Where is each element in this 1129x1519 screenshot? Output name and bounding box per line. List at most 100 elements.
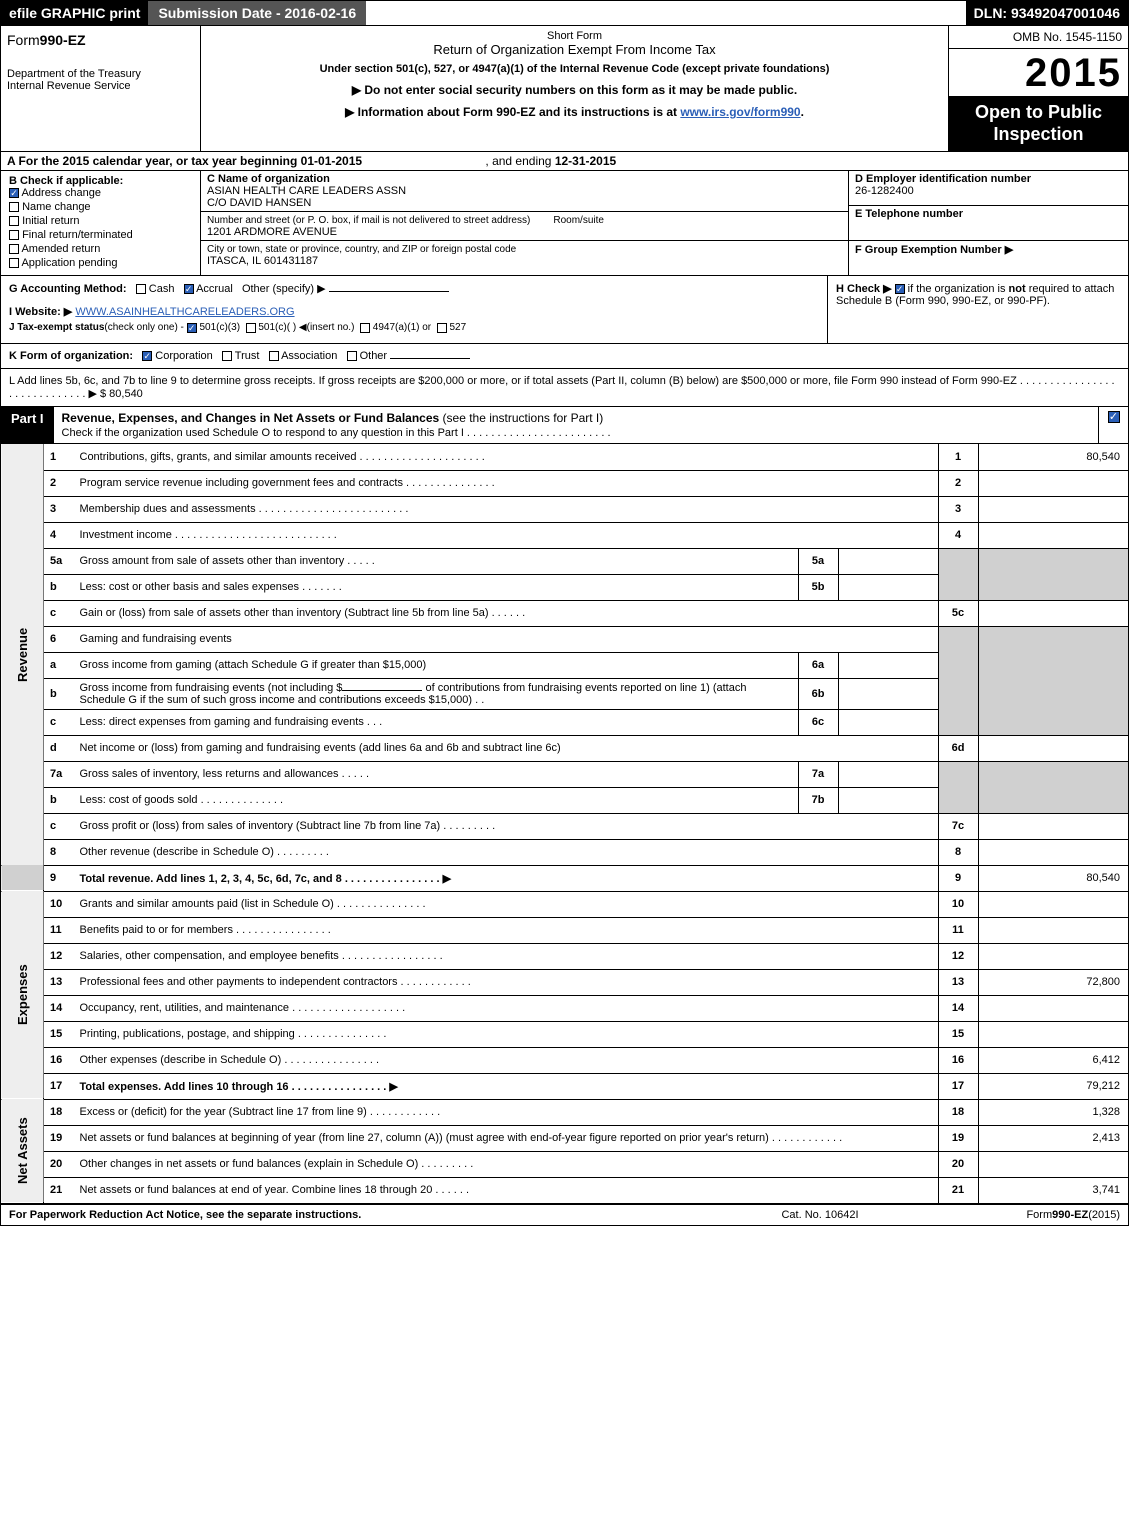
line-5a-subnum: 5a <box>798 548 838 574</box>
line-7-grey <box>938 761 978 813</box>
line-6a-subnum: 6a <box>798 652 838 678</box>
part-i-checkbox[interactable]: ✓ <box>1098 407 1128 443</box>
line-5b-desc: Less: cost or other basis and sales expe… <box>74 574 799 600</box>
line-8-desc: Other revenue (describe in Schedule O) .… <box>74 839 939 865</box>
line-6d-rnum: 6d <box>938 735 978 761</box>
line-3-val <box>978 496 1128 522</box>
line-13-val: 72,800 <box>978 969 1128 995</box>
line-5ab-grey-val <box>978 548 1128 600</box>
line-6d-val <box>978 735 1128 761</box>
line-15-rnum: 15 <box>938 1021 978 1047</box>
line-2-rnum: 2 <box>938 470 978 496</box>
g-accounting: G Accounting Method: Cash ✓ Accrual Othe… <box>1 276 828 343</box>
line-5a-desc: Gross amount from sale of assets other t… <box>74 548 799 574</box>
form-title: Return of Organization Exempt From Incom… <box>209 42 940 57</box>
topbar: efile GRAPHIC print Submission Date - 20… <box>1 1 1128 25</box>
header-mid: Short Form Return of Organization Exempt… <box>201 26 948 151</box>
line-5b-subnum: 5b <box>798 574 838 600</box>
info-link-line: ▶ Information about Form 990-EZ and its … <box>209 105 940 119</box>
section-a: A For the 2015 calendar year, or tax yea… <box>1 152 1128 171</box>
line-7b-subnum: 7b <box>798 787 838 813</box>
l-gross-receipts: L Add lines 5b, 6c, and 7b to line 9 to … <box>1 369 1128 407</box>
line-4-val <box>978 522 1128 548</box>
line-20-rnum: 20 <box>938 1151 978 1177</box>
line-7c-val <box>978 813 1128 839</box>
line-18-desc: Excess or (deficit) for the year (Subtra… <box>74 1099 939 1125</box>
chk-application-pending[interactable]: Application pending <box>9 257 192 269</box>
line-17-rnum: 17 <box>938 1073 978 1099</box>
org-co: C/O DAVID HANSEN <box>207 197 311 209</box>
form-number: Form990-EZ <box>7 32 194 48</box>
line-2-val <box>978 470 1128 496</box>
sidebar-netassets: Net Assets <box>1 1099 44 1203</box>
org-address-row: Number and street (or P. O. box, if mail… <box>201 212 848 241</box>
line-7-grey-val <box>978 761 1128 813</box>
line-6d-desc: Net income or (loss) from gaming and fun… <box>74 735 939 761</box>
org-address: 1201 ARDMORE AVENUE <box>207 226 337 238</box>
line-5c-rnum: 5c <box>938 600 978 626</box>
header-left: Form990-EZ Department of the Treasury In… <box>1 26 201 151</box>
line-9-desc: Total revenue. Add lines 1, 2, 3, 4, 5c,… <box>74 865 939 891</box>
line-11-desc: Benefits paid to or for members . . . . … <box>74 917 939 943</box>
footer-left: For Paperwork Reduction Act Notice, see … <box>9 1209 720 1221</box>
line-18-val: 1,328 <box>978 1099 1128 1125</box>
gross-receipts-value: 80,540 <box>109 388 143 400</box>
line-6b-subval <box>838 678 938 709</box>
line-7c-desc: Gross profit or (loss) from sales of inv… <box>74 813 939 839</box>
line-21-val: 3,741 <box>978 1177 1128 1203</box>
chk-name-change[interactable]: Name change <box>9 201 192 213</box>
line-6a-subval <box>838 652 938 678</box>
line-7a-subval <box>838 761 938 787</box>
chk-final-return[interactable]: Final return/terminated <box>9 229 192 241</box>
line-12-desc: Salaries, other compensation, and employ… <box>74 943 939 969</box>
line-12-rnum: 12 <box>938 943 978 969</box>
line-17-val: 79,212 <box>978 1073 1128 1099</box>
group-exemption-cell: F Group Exemption Number ▶ <box>849 241 1128 275</box>
chk-amended-return[interactable]: Amended return <box>9 243 192 255</box>
org-city: ITASCA, IL 601431187 <box>207 255 318 267</box>
line-5c-desc: Gain or (loss) from sale of assets other… <box>74 600 939 626</box>
line-9-val: 80,540 <box>978 865 1128 891</box>
form-page: efile GRAPHIC print Submission Date - 20… <box>0 0 1129 1226</box>
line-16-desc: Other expenses (describe in Schedule O) … <box>74 1047 939 1073</box>
line-10-val <box>978 891 1128 917</box>
dln: DLN: 93492047001046 <box>966 1 1128 25</box>
line-6c-desc: Less: direct expenses from gaming and fu… <box>74 709 799 735</box>
website-link[interactable]: WWW.ASAINHEALTHCARELEADERS.ORG <box>75 306 294 318</box>
warning-ssn: ▶ Do not enter social security numbers o… <box>209 83 940 97</box>
line-num-1: 1 <box>44 444 74 470</box>
header-right: OMB No. 1545-1150 2015 Open to Public In… <box>948 26 1128 151</box>
part-i-title: Revenue, Expenses, and Changes in Net As… <box>54 407 1098 443</box>
line-6c-subnum: 6c <box>798 709 838 735</box>
line-14-val <box>978 995 1128 1021</box>
check-b-block: B Check if applicable: ✓ Address change … <box>1 171 201 275</box>
page-footer: For Paperwork Reduction Act Notice, see … <box>1 1204 1128 1225</box>
h-check: H Check ▶ ✓ if the organization is not r… <box>828 276 1128 343</box>
lines-table: Revenue 1 Contributions, gifts, grants, … <box>1 444 1128 1204</box>
line-11-rnum: 11 <box>938 917 978 943</box>
line-7a-desc: Gross sales of inventory, less returns a… <box>74 761 799 787</box>
org-name: ASIAN HEALTH CARE LEADERS ASSN <box>207 185 406 197</box>
irs-link[interactable]: www.irs.gov/form990 <box>680 105 800 119</box>
line-5b-subval <box>838 574 938 600</box>
k-form-org: K Form of organization: ✓ Corporation Tr… <box>1 344 1128 369</box>
sidebar-revenue: Revenue <box>1 444 44 865</box>
footer-cat: Cat. No. 10642I <box>720 1209 920 1221</box>
header-grid: Form990-EZ Department of the Treasury In… <box>1 25 1128 152</box>
sidebar-expenses: Expenses <box>1 891 44 1099</box>
line-1-val: 80,540 <box>978 444 1128 470</box>
line-13-desc: Professional fees and other payments to … <box>74 969 939 995</box>
part-i-tag: Part I <box>1 407 54 443</box>
org-city-row: City or town, state or province, country… <box>201 241 848 269</box>
org-right: D Employer identification number 26-1282… <box>848 171 1128 275</box>
line-2-desc: Program service revenue including govern… <box>74 470 939 496</box>
line-7c-rnum: 7c <box>938 813 978 839</box>
chk-address-change[interactable]: ✓ Address change <box>9 187 192 199</box>
omb-number: OMB No. 1545-1150 <box>949 26 1128 49</box>
phone-cell: E Telephone number <box>849 206 1128 241</box>
chk-initial-return[interactable]: Initial return <box>9 215 192 227</box>
org-name-row: C Name of organization ASIAN HEALTH CARE… <box>201 171 848 212</box>
line-7b-subval <box>838 787 938 813</box>
department: Department of the Treasury Internal Reve… <box>7 68 194 92</box>
ein-cell: D Employer identification number 26-1282… <box>849 171 1128 206</box>
